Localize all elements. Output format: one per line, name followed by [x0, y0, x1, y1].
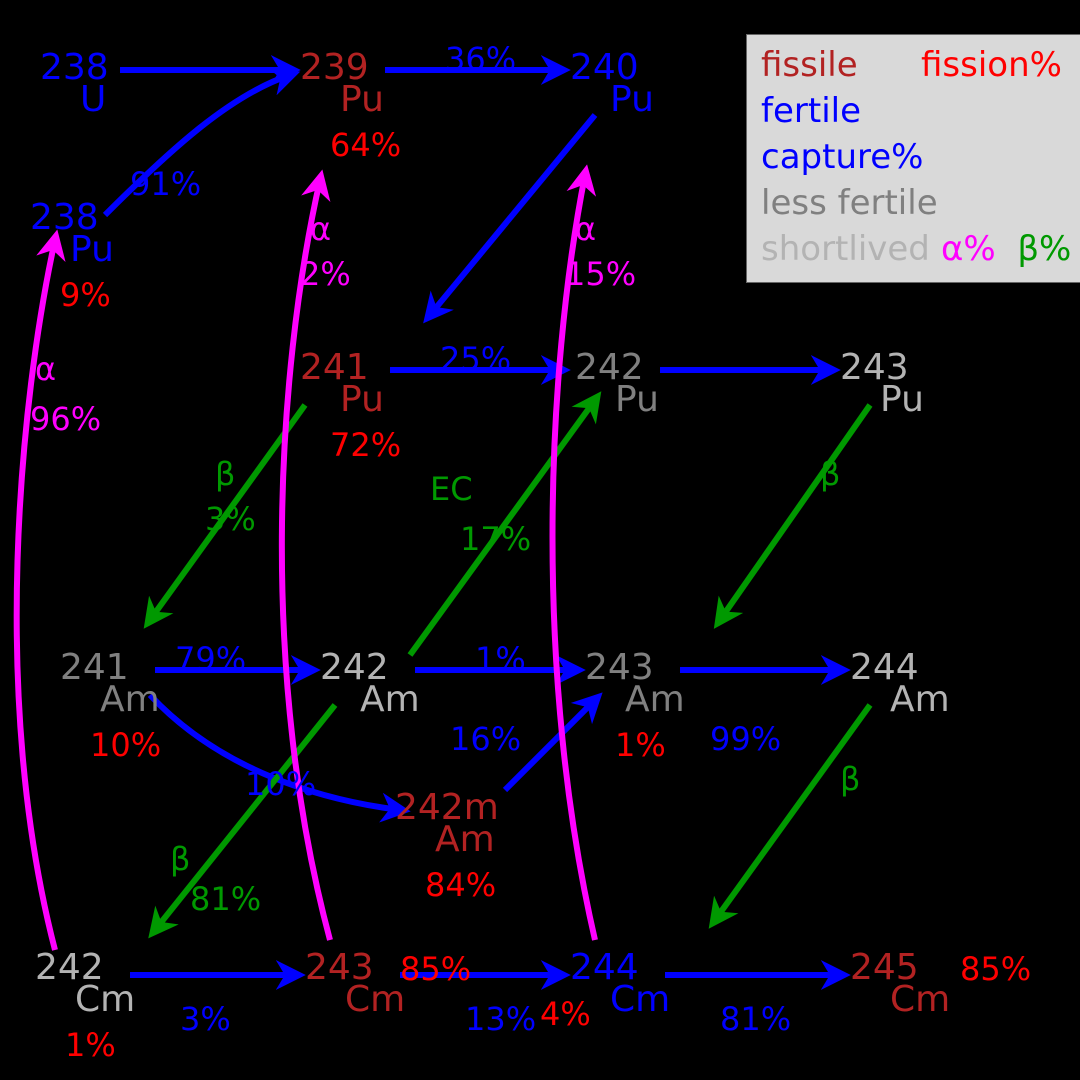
nuclide-242mAm: 242mAm — [395, 790, 499, 826]
element-symbol: U — [80, 82, 106, 118]
element-symbol: Pu — [340, 82, 384, 118]
nuclide-238U: 238U — [40, 50, 109, 86]
nuclide-240Pu: 240Pu — [570, 50, 639, 86]
element-symbol: Pu — [615, 382, 659, 418]
nuclide-239Pu: 239Pu — [300, 50, 369, 86]
fission-pct: 4% — [540, 995, 591, 1033]
element-symbol: Pu — [340, 382, 384, 418]
arrow-label: 96% — [30, 400, 101, 438]
arrow-label: 13% — [465, 1000, 536, 1038]
arrow-label: 3% — [180, 1000, 231, 1038]
element-symbol: Cm — [890, 982, 950, 1018]
legend-row: fissilefission% — [761, 43, 1077, 89]
nuclide-243Pu: 243Pu — [840, 350, 909, 386]
arrow — [17, 240, 55, 950]
element-symbol: Cm — [345, 982, 405, 1018]
element-symbol: Pu — [70, 232, 114, 268]
legend-row: fertilecapture% — [761, 89, 1077, 181]
fission-pct: 9% — [60, 276, 111, 314]
nuclide-245Cm: 245Cm — [850, 950, 919, 986]
nuclide-242Am: 242Am — [320, 650, 389, 686]
nuclide-241Pu: 241Pu — [300, 350, 369, 386]
fission-pct: 85% — [960, 950, 1031, 988]
legend-box: fissilefission%fertilecapture%less ferti… — [746, 34, 1080, 283]
arrow-label: 25% — [440, 340, 511, 378]
arrow-label: 81% — [190, 880, 261, 918]
element-symbol: Am — [625, 682, 685, 718]
arrow-label: 15% — [565, 255, 636, 293]
element-symbol: Am — [100, 682, 160, 718]
nuclide-243Am: 243Am — [585, 650, 654, 686]
nuclide-243Cm: 243Cm — [305, 950, 374, 986]
arrow-label: β — [170, 840, 190, 878]
element-symbol: Pu — [880, 382, 924, 418]
arrow-label: 17% — [460, 520, 531, 558]
element-symbol: Cm — [75, 982, 135, 1018]
fission-pct: 85% — [400, 950, 471, 988]
arrow-label: α — [35, 350, 56, 388]
fission-pct: 64% — [330, 126, 401, 164]
arrow-label: 2% — [300, 255, 351, 293]
fission-pct: 1% — [65, 1026, 116, 1064]
nuclide-244Am: 244Am — [850, 650, 919, 686]
fission-pct: 84% — [425, 866, 496, 904]
arrow — [720, 405, 870, 620]
nuclide-242Pu: 242Pu — [575, 350, 644, 386]
fission-pct: 72% — [330, 426, 401, 464]
arrow-label: 3% — [205, 500, 256, 538]
arrow-label: 79% — [175, 640, 246, 678]
arrow-label: 99% — [710, 720, 781, 758]
legend-row: shortlivedα% β% — [761, 227, 1077, 273]
arrow-label: β — [820, 455, 840, 493]
element-symbol: Am — [360, 682, 420, 718]
arrow-label: 36% — [445, 40, 516, 78]
arrow-label: α — [575, 210, 596, 248]
element-symbol: Am — [890, 682, 950, 718]
legend-row: less fertile — [761, 181, 1077, 227]
arrow-label: β — [840, 760, 860, 798]
arrow-label: 81% — [720, 1000, 791, 1038]
arrow-label: 16% — [450, 720, 521, 758]
nuclide-244Cm: 244Cm — [570, 950, 639, 986]
arrow-label: α — [310, 210, 331, 248]
fission-pct: 1% — [615, 726, 666, 764]
element-symbol: Cm — [610, 982, 670, 1018]
arrow-label: 91% — [130, 165, 201, 203]
arrow-label: EC — [430, 470, 473, 508]
nuclide-242Cm: 242Cm — [35, 950, 104, 986]
element-symbol: Pu — [610, 82, 654, 118]
fission-pct: 10% — [90, 726, 161, 764]
element-symbol: Am — [435, 822, 495, 858]
nuclide-241Am: 241Am — [60, 650, 129, 686]
arrow — [282, 180, 330, 940]
arrow-label: β — [215, 455, 235, 493]
arrow-label: 1% — [475, 640, 526, 678]
nuclide-238Pu: 238Pu — [30, 200, 99, 236]
arrow-label: 10% — [245, 765, 316, 803]
